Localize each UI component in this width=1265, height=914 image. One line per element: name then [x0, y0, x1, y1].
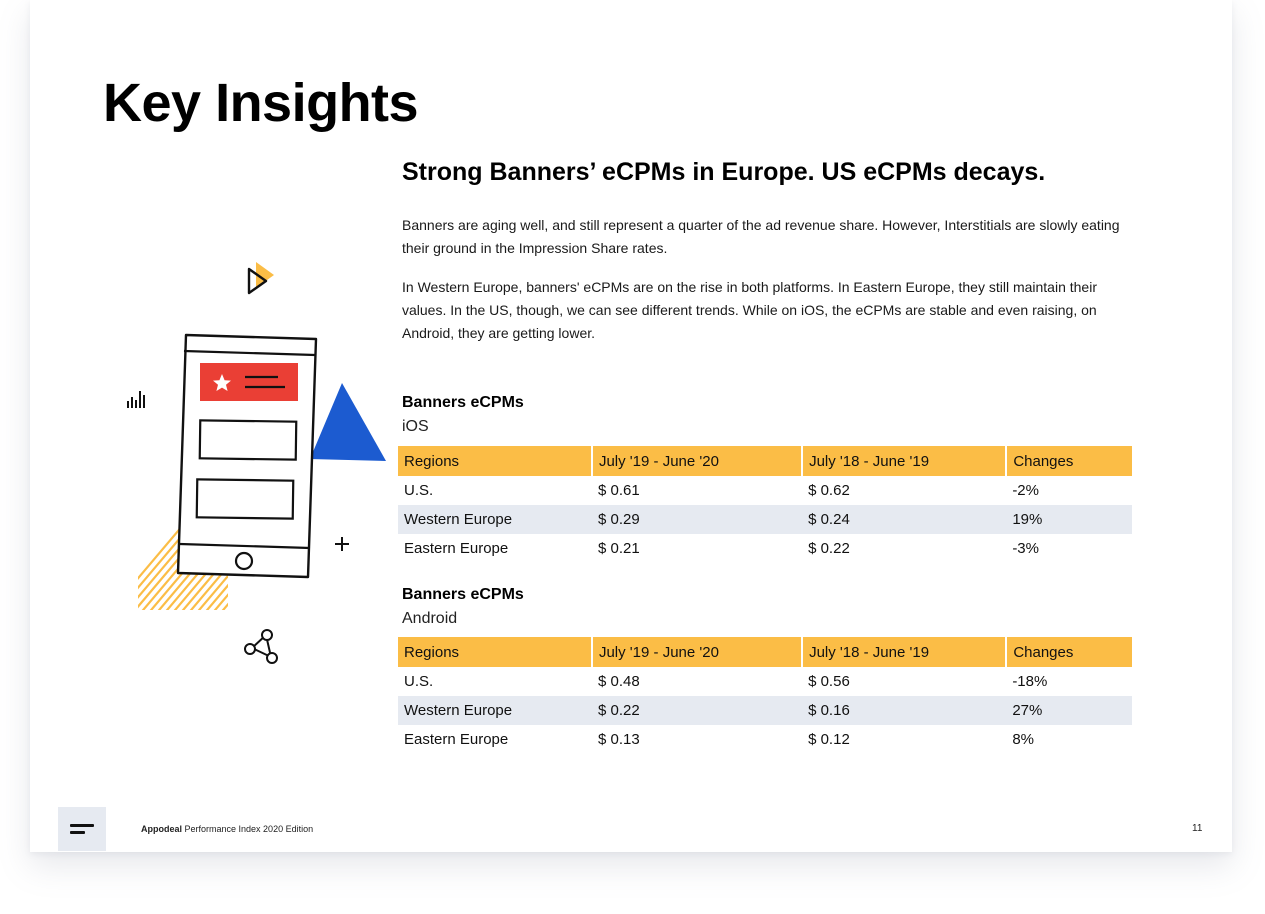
table-cell: 8%	[1012, 731, 1034, 748]
table-android-label: Banners eCPMs	[402, 586, 524, 603]
play-icon	[247, 262, 274, 295]
bar-chart-icon	[127, 391, 145, 408]
table-cell: $ 0.24	[808, 511, 850, 528]
table-cell: $ 0.22	[597, 702, 640, 719]
table-header-cell: July '18 - June '19	[802, 637, 1008, 667]
triangle-shape	[310, 383, 386, 461]
android-ecpm-table: Regions July '19 - June '20 July '18 - J…	[398, 637, 1132, 754]
detail-paragraph: In Western Europe, banners' eCPMs are on…	[402, 279, 1097, 341]
page-number: 11	[1192, 823, 1203, 834]
table-row: U.S. $ 0.48 $ 0.56 -18%	[398, 667, 1132, 696]
table-header-row: Regions July '19 - June '20 July '18 - J…	[398, 446, 1132, 476]
report-page: Key Insights Strong Banners’ eCPMs in Eu…	[30, 0, 1232, 852]
table-cell: -18%	[1012, 673, 1048, 690]
table-ios-platform: iOS	[402, 418, 429, 435]
table-header-row: Regions July '19 - June '20 July '18 - J…	[398, 637, 1132, 667]
star-icon	[213, 374, 231, 391]
table-row: Eastern Europe $ 0.21 $ 0.22 -3%	[398, 534, 1132, 563]
table-row: Western Europe $ 0.29 $ 0.24 19%	[398, 505, 1132, 534]
table-header-cell: Changes	[1013, 643, 1074, 661]
table-cell: $ 0.21	[597, 540, 640, 557]
table-header-cell: July '19 - June '20	[591, 446, 804, 476]
table-cell: $ 0.16	[808, 702, 850, 719]
table-cell: Western Europe	[404, 702, 513, 719]
ios-ecpm-table: Regions July '19 - June '20 July '18 - J…	[398, 446, 1132, 563]
table-header-cell: July '19 - June '20	[591, 637, 804, 667]
table-cell: $ 0.61	[597, 482, 640, 499]
table-header-cell: Regions	[398, 637, 593, 667]
table-cell: Western Europe	[404, 511, 513, 528]
table-row: Eastern Europe $ 0.13 $ 0.12 8%	[398, 725, 1132, 754]
table-cell: $ 0.62	[808, 482, 850, 499]
table-cell: $ 0.29	[597, 511, 640, 528]
table-cell: $ 0.13	[597, 731, 640, 748]
table-cell: $ 0.22	[808, 540, 850, 557]
footer-publication: Appodeal Performance Index 2020 Edition	[141, 824, 313, 834]
table-cell: U.S.	[404, 482, 434, 499]
page-title: Key Insights	[103, 73, 419, 133]
table-header-cell: Changes	[1013, 452, 1074, 470]
share-icon	[244, 629, 278, 664]
table-row: U.S. $ 0.61 $ 0.62 -2%	[398, 476, 1132, 505]
footer-edition: Performance Index 2020 Edition	[182, 824, 314, 834]
section-heading: Strong Banners’ eCPMs in Europe. US eCPM…	[402, 158, 1046, 186]
menu-lines-icon[interactable]	[58, 807, 106, 851]
table-cell: 27%	[1012, 702, 1043, 719]
table-cell: -2%	[1012, 482, 1039, 499]
table-cell: $ 0.48	[597, 673, 640, 690]
phone-ad-illustration	[127, 262, 386, 664]
table-android-platform: Android	[402, 610, 458, 627]
table-header-cell: July '18 - June '19	[802, 446, 1008, 476]
table-row: Western Europe $ 0.22 $ 0.16 27%	[398, 696, 1132, 725]
table-cell: Eastern Europe	[404, 540, 509, 557]
phone-icon	[176, 333, 318, 579]
plus-icon	[335, 537, 349, 551]
table-header-cell: Regions	[398, 446, 593, 476]
table-ios-label: Banners eCPMs	[402, 394, 524, 411]
table-cell: U.S.	[404, 673, 434, 690]
table-cell: $ 0.56	[808, 673, 850, 690]
table-cell: Eastern Europe	[404, 731, 509, 748]
intro-paragraph: Banners are aging well, and still repres…	[402, 217, 1120, 256]
table-cell: 19%	[1012, 511, 1043, 528]
table-cell: -3%	[1012, 540, 1039, 557]
footer-brand: Appodeal	[141, 824, 183, 834]
table-cell: $ 0.12	[808, 731, 850, 748]
